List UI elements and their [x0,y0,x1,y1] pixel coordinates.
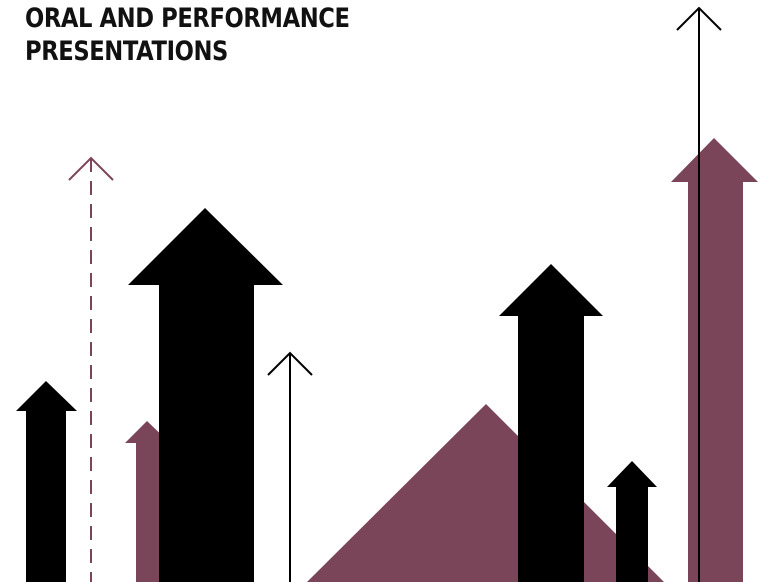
slide-title-line-2: PRESENTATIONS [25,36,228,67]
slide-title-line-1: ORAL AND PERFORMANCE [25,3,350,34]
black-arrow-up-icon-left [16,381,77,582]
slide-title: ORAL AND PERFORMANCE PRESENTATIONS [25,2,350,68]
black-arrow-up-icon-large [128,208,283,582]
thin-arrow-up-icon-tall-head [676,6,722,31]
thin-arrow-up-icon-middle-head [267,351,313,376]
maroon-arrow-up-icon-small [125,421,170,582]
maroon-arrow-up-icon-tall [671,138,758,582]
dashed-arrow-up-icon-head [68,156,114,181]
black-arrow-up-icon-small [607,461,657,582]
black-arrow-up-icon-right [499,264,603,582]
maroon-triangle-shape [307,404,664,582]
